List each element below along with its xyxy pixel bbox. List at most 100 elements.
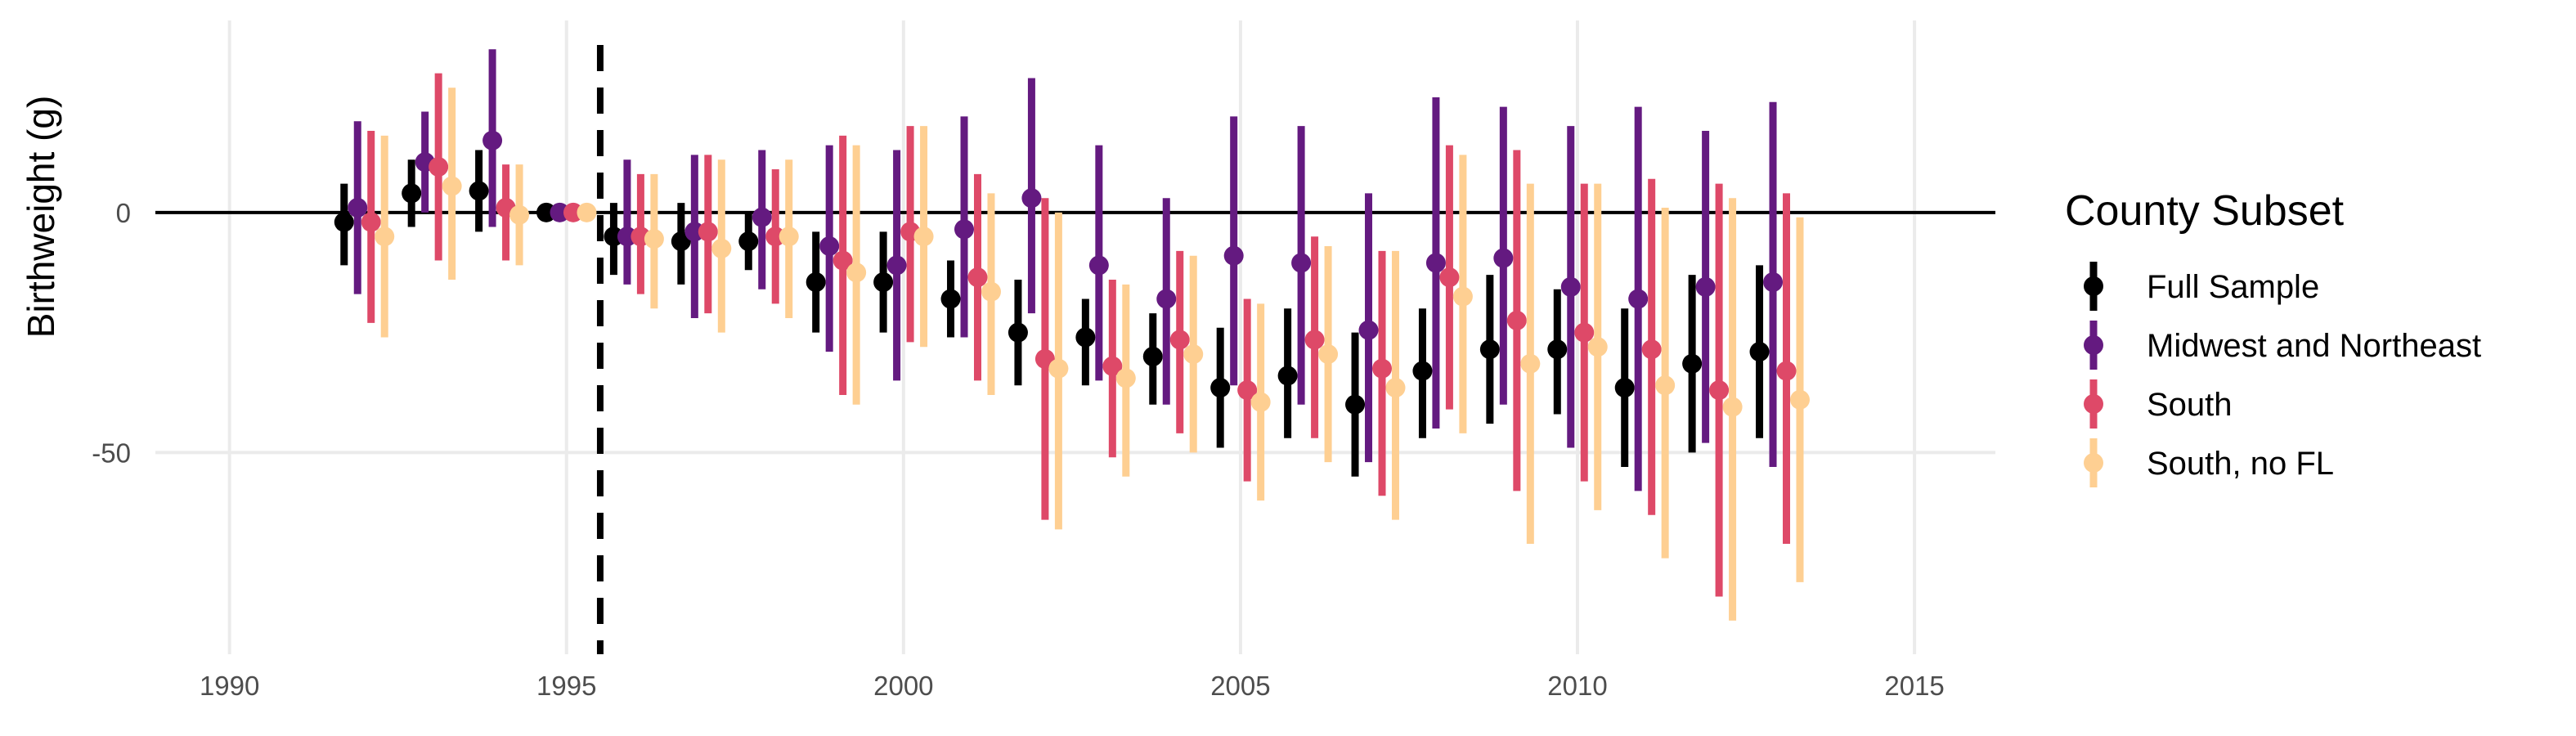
x-tick-label: 2000 xyxy=(873,671,933,701)
point-estimate xyxy=(1210,378,1231,398)
point-estimate xyxy=(1749,342,1770,362)
legend-key-point xyxy=(2084,394,2103,414)
point-estimate xyxy=(1008,322,1028,343)
axis-ticks: 1990 1995 2000 2005 2010 2015 0 -50 xyxy=(92,198,1945,701)
legend-title: County Subset xyxy=(2065,187,2345,235)
point-estimate xyxy=(913,227,934,247)
point-estimate xyxy=(617,227,637,247)
point-estimate xyxy=(1682,353,1703,374)
point-estimate xyxy=(1021,188,1042,209)
point-estimate xyxy=(1318,344,1339,365)
point-estimate xyxy=(469,181,489,201)
point-estimate xyxy=(1075,327,1096,348)
reference-lines xyxy=(155,45,1995,654)
point-estimate xyxy=(832,250,853,271)
point-estimate xyxy=(1183,344,1204,365)
point-estimate xyxy=(442,176,462,196)
point-estimate xyxy=(1291,253,1312,273)
point-estimate xyxy=(1641,339,1662,360)
point-estimate xyxy=(1277,366,1298,386)
point-estimate xyxy=(1587,337,1608,357)
series-full-sample xyxy=(334,150,1770,477)
point-estimate xyxy=(361,212,381,232)
point-estimate xyxy=(967,267,988,288)
x-tick-label: 2015 xyxy=(1884,671,1944,701)
point-estimate xyxy=(1115,368,1136,388)
point-estimate xyxy=(1385,378,1406,398)
x-tick-label: 1990 xyxy=(200,671,259,701)
point-estimate xyxy=(698,222,718,242)
point-estimate xyxy=(1614,378,1635,398)
point-estimate xyxy=(429,157,449,177)
point-estimate xyxy=(1520,353,1541,374)
point-estimate xyxy=(752,207,772,227)
point-estimate xyxy=(1372,358,1392,379)
point-estimate xyxy=(577,202,597,222)
point-estimate xyxy=(684,222,705,242)
legend-key-point xyxy=(2084,335,2103,355)
x-tick-label: 1995 xyxy=(536,671,596,701)
legend-label: South, no FL xyxy=(2147,446,2334,482)
point-estimate xyxy=(1628,289,1649,309)
point-estimate xyxy=(563,202,583,222)
point-estimate xyxy=(738,231,759,252)
legend-item: Full Sample xyxy=(2084,262,2319,311)
y-axis-title: Birthweight (g) xyxy=(20,96,62,339)
y-tick-label: 0 xyxy=(116,198,131,228)
x-tick-label: 2005 xyxy=(1210,671,1270,701)
point-estimate xyxy=(1560,276,1581,297)
legend: County Subset Full Sample Midwest and Nor… xyxy=(2065,187,2481,487)
point-estimate xyxy=(1506,310,1527,330)
point-estimate xyxy=(1439,267,1460,288)
legend-label: Full Sample xyxy=(2147,269,2319,305)
point-estimate xyxy=(779,227,799,247)
point-estimate xyxy=(1142,346,1163,366)
point-estimate xyxy=(1048,358,1069,379)
legend-item: Midwest and Northeast xyxy=(2084,321,2481,370)
point-estimate xyxy=(1156,289,1177,309)
series-south-no-fl xyxy=(375,88,1810,621)
point-estimate xyxy=(1763,272,1784,292)
legend-key-point xyxy=(2084,453,2103,473)
point-estimate xyxy=(1345,394,1366,415)
point-estimate xyxy=(1452,286,1473,307)
point-estimate xyxy=(1776,361,1797,381)
point-estimate xyxy=(846,263,867,283)
point-estimate xyxy=(1655,375,1676,396)
point-estimate xyxy=(981,281,1001,302)
point-estimate xyxy=(819,236,840,256)
point-estimate xyxy=(536,202,557,222)
point-estimate xyxy=(375,227,395,247)
point-estimate xyxy=(1547,339,1568,360)
series-midwest-and-northeast xyxy=(348,49,1784,491)
point-estimate xyxy=(509,204,530,225)
point-estimate xyxy=(940,289,961,309)
legend-item: South, no FL xyxy=(2084,438,2334,487)
point-estimate xyxy=(604,227,624,247)
point-estimate xyxy=(1789,389,1810,410)
point-estimate xyxy=(1223,245,1244,266)
point-estimate xyxy=(1695,276,1716,297)
point-estimate xyxy=(1722,397,1743,417)
series-group xyxy=(334,49,1810,621)
point-estimate xyxy=(1250,392,1271,412)
point-estimate xyxy=(954,219,975,240)
point-estimate xyxy=(334,212,354,232)
point-estimate xyxy=(482,130,503,150)
legend-key-point xyxy=(2084,276,2103,296)
point-estimate xyxy=(711,238,732,258)
point-estimate xyxy=(1425,253,1446,273)
point-estimate xyxy=(1102,356,1123,376)
point-estimate xyxy=(765,227,786,247)
point-estimate xyxy=(348,197,368,218)
point-estimate xyxy=(1412,361,1433,381)
point-estimate xyxy=(873,272,894,292)
point-estimate xyxy=(1358,320,1379,340)
point-estimate xyxy=(806,272,826,292)
point-estimate xyxy=(886,255,907,276)
series-south xyxy=(361,73,1797,597)
point-estimate xyxy=(644,229,664,249)
point-estimate xyxy=(550,202,570,222)
legend-item: South xyxy=(2084,379,2233,429)
